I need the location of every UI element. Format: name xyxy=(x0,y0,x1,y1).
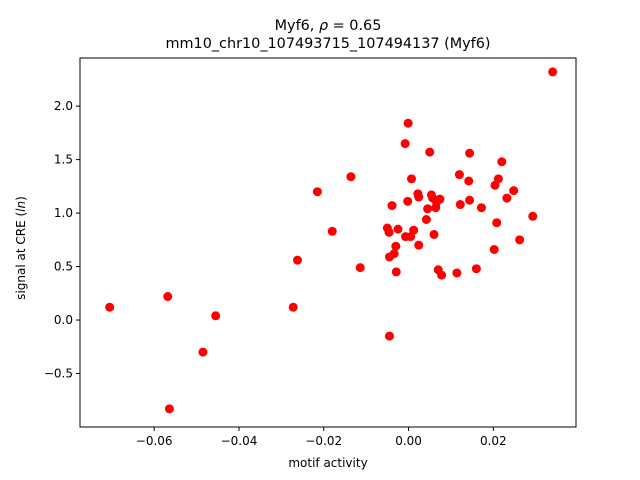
plot-frame xyxy=(79,57,577,428)
x-tick-label: −0.02 xyxy=(305,434,342,448)
data-point-49 xyxy=(489,244,499,254)
data-point-56 xyxy=(515,235,525,245)
data-point-16 xyxy=(389,249,399,259)
data-point-9 xyxy=(346,172,356,182)
y-axis-ticks: −0.5 0.0 0.5 1.0 1.5 2.0 xyxy=(44,99,80,381)
x-axis-ticks: −0.06 −0.04 −0.02 0.00 0.02 xyxy=(136,427,507,448)
data-point-23 xyxy=(403,196,413,206)
data-point-43 xyxy=(455,200,465,210)
data-point-51 xyxy=(492,218,502,228)
data-point-1 xyxy=(163,292,173,302)
y-axis-label-prefix: signal at CRE ( xyxy=(14,212,28,300)
data-point-39 xyxy=(435,194,445,204)
data-point-5 xyxy=(292,255,302,265)
chart-title-line-1: Myf6, ρ = 0.65 xyxy=(275,18,382,34)
data-point-54 xyxy=(502,193,512,203)
data-point-4 xyxy=(211,311,221,321)
data-point-29 xyxy=(414,240,424,250)
data-point-7 xyxy=(312,187,322,197)
y-tick-label: 1.0 xyxy=(54,206,73,220)
data-point-20 xyxy=(400,139,410,149)
data-point-47 xyxy=(471,264,481,274)
title-rho-symbol: ρ xyxy=(319,18,328,34)
x-tick-label: −0.04 xyxy=(221,434,258,448)
plot-area: −0.06 −0.04 −0.02 0.00 0.02 −0.5 0.0 0.5 1.0 1.5… xyxy=(44,57,577,448)
data-point-6 xyxy=(288,302,298,312)
data-point-28 xyxy=(414,192,424,202)
title-gene: Myf6 xyxy=(275,18,310,34)
y-tick-label: 0.5 xyxy=(54,260,73,274)
data-point-2 xyxy=(164,404,174,414)
points-layer xyxy=(105,67,558,414)
data-point-40 xyxy=(437,270,447,280)
data-point-14 xyxy=(384,331,394,341)
y-tick-label: 2.0 xyxy=(54,99,73,113)
data-point-44 xyxy=(464,176,474,186)
chart-subtitle: mm10_chr10_107493715_107494137 (Myf6) xyxy=(166,36,491,52)
y-tick-label: −0.5 xyxy=(44,367,73,381)
data-point-35 xyxy=(429,229,439,239)
title-rho-value: = 0.65 xyxy=(333,18,382,34)
x-tick-label: 0.00 xyxy=(395,434,422,448)
data-point-18 xyxy=(391,267,401,277)
data-point-30 xyxy=(421,215,431,224)
data-point-3 xyxy=(198,347,208,357)
data-point-0 xyxy=(105,302,115,312)
data-point-17 xyxy=(391,241,401,251)
data-point-46 xyxy=(465,148,475,158)
y-tick-label: 1.5 xyxy=(54,153,73,167)
data-point-45 xyxy=(465,195,475,205)
y-axis-label-variable: ln xyxy=(14,201,28,212)
data-point-55 xyxy=(509,186,519,196)
data-point-32 xyxy=(425,147,435,157)
data-point-22 xyxy=(403,118,413,128)
data-point-25 xyxy=(407,174,417,184)
data-point-42 xyxy=(454,170,464,180)
x-axis-label: motif activity xyxy=(288,456,367,470)
data-point-48 xyxy=(476,203,486,213)
data-point-19 xyxy=(393,224,403,234)
data-point-53 xyxy=(497,157,507,167)
x-tick-label: 0.02 xyxy=(480,434,507,448)
chart-title: Myf6, ρ = 0.65 mm10_chr10_107493715_1074… xyxy=(166,18,491,52)
y-axis-label: signal at CRE (ln) xyxy=(14,196,28,300)
data-point-10 xyxy=(355,263,365,273)
data-point-15 xyxy=(387,201,397,211)
data-point-58 xyxy=(548,67,558,77)
y-tick-label: 0.0 xyxy=(54,313,73,327)
data-point-8 xyxy=(327,226,337,236)
y-axis-label-suffix: ) xyxy=(14,196,28,201)
data-point-41 xyxy=(452,268,462,278)
data-point-12 xyxy=(384,227,394,237)
data-point-31 xyxy=(423,204,433,214)
x-tick-label: −0.06 xyxy=(136,434,173,448)
data-point-26 xyxy=(409,225,419,235)
data-point-57 xyxy=(528,211,538,221)
data-point-52 xyxy=(493,174,503,184)
